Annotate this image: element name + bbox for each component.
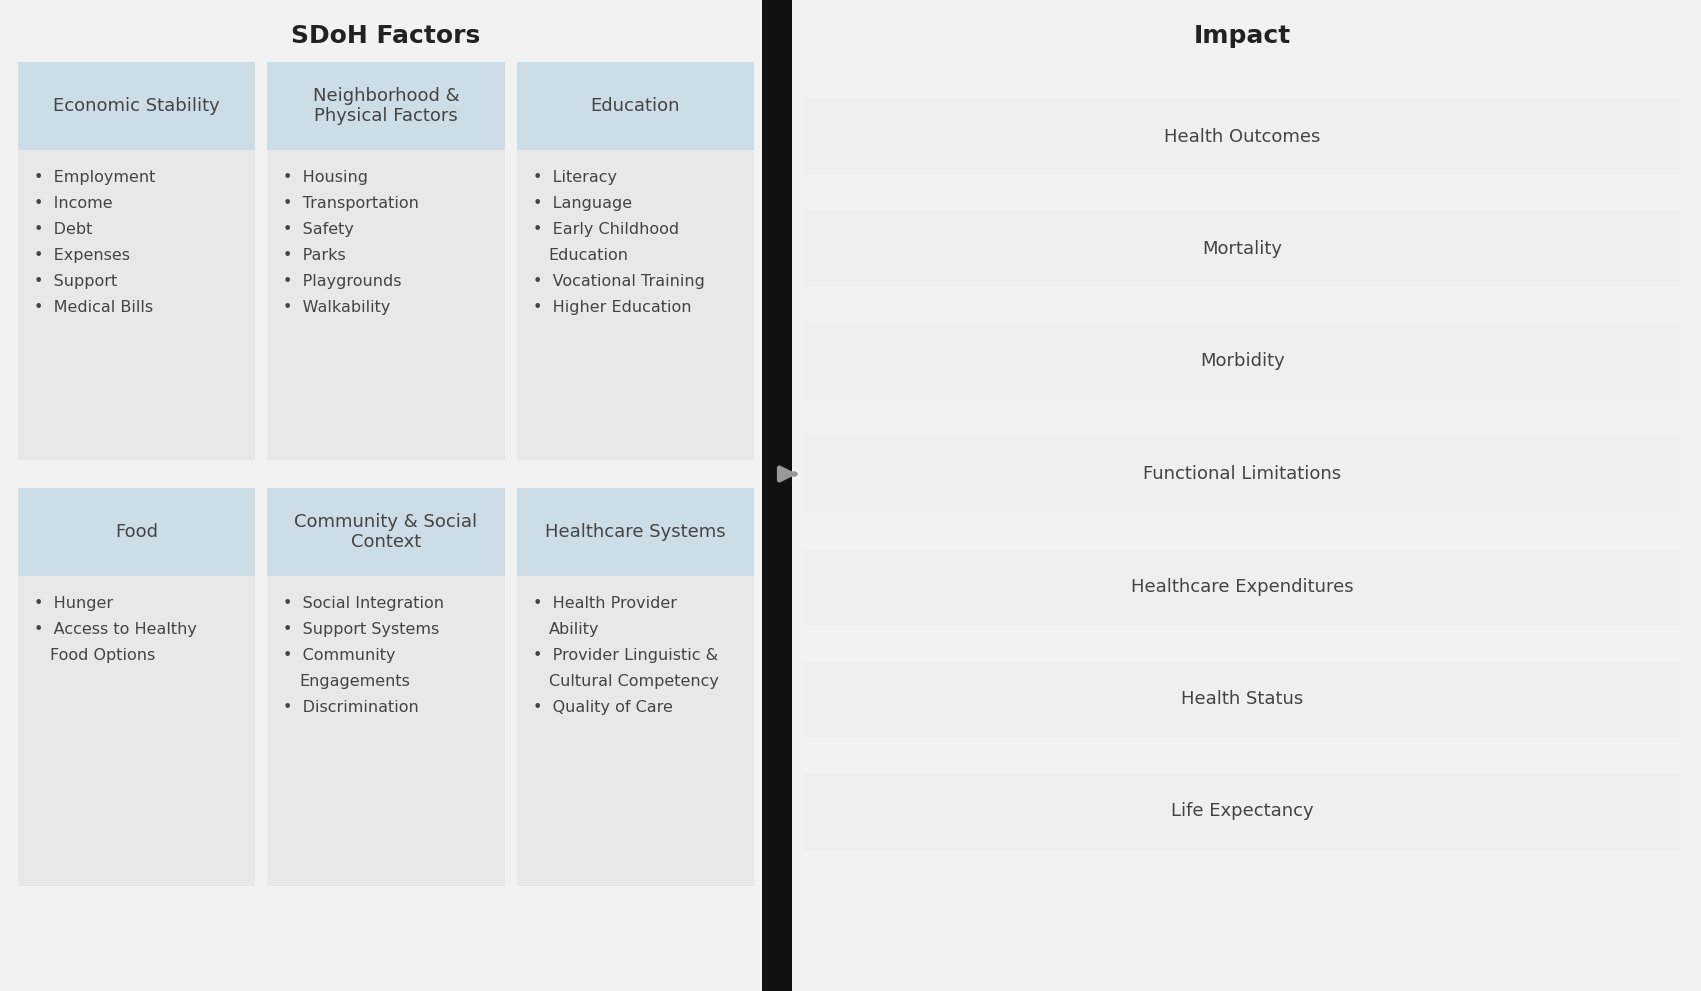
Text: Health Status: Health Status: [1182, 690, 1303, 708]
Bar: [805, 211, 1681, 287]
Text: •  Walkability: • Walkability: [284, 300, 391, 315]
Text: •  Transportation: • Transportation: [284, 196, 418, 211]
Text: Food Options: Food Options: [49, 648, 155, 663]
Text: •  Literacy: • Literacy: [532, 170, 617, 185]
Bar: [19, 62, 255, 150]
Text: •  Employment: • Employment: [34, 170, 155, 185]
Text: Healthcare Systems: Healthcare Systems: [544, 523, 726, 541]
Text: Neighborhood &
Physical Factors: Neighborhood & Physical Factors: [313, 86, 459, 126]
Text: •  Debt: • Debt: [34, 222, 92, 237]
Bar: [19, 150, 255, 460]
Text: •  Parks: • Parks: [284, 248, 345, 263]
Text: Education: Education: [549, 248, 629, 263]
Bar: [762, 0, 793, 991]
Bar: [517, 488, 754, 576]
Bar: [805, 98, 1681, 174]
Text: •  Vocational Training: • Vocational Training: [532, 274, 704, 289]
Text: •  Playgrounds: • Playgrounds: [284, 274, 401, 289]
Bar: [805, 323, 1681, 399]
Text: •  Support Systems: • Support Systems: [284, 622, 439, 637]
Text: Health Outcomes: Health Outcomes: [1163, 128, 1320, 146]
Text: Healthcare Expenditures: Healthcare Expenditures: [1131, 578, 1354, 596]
Bar: [267, 576, 505, 886]
Bar: [267, 488, 505, 576]
Text: •  Quality of Care: • Quality of Care: [532, 700, 672, 715]
Bar: [805, 436, 1681, 512]
Bar: [805, 661, 1681, 737]
Text: Food: Food: [116, 523, 158, 541]
Text: Cultural Competency: Cultural Competency: [549, 674, 718, 689]
Text: •  Health Provider: • Health Provider: [532, 596, 677, 611]
Text: SDoH Factors: SDoH Factors: [291, 24, 481, 48]
Text: •  Housing: • Housing: [284, 170, 369, 185]
Text: Mortality: Mortality: [1203, 240, 1283, 258]
Text: •  Income: • Income: [34, 196, 112, 211]
Text: Engagements: Engagements: [299, 674, 410, 689]
Text: •  Language: • Language: [532, 196, 631, 211]
Text: •  Higher Education: • Higher Education: [532, 300, 691, 315]
Bar: [19, 488, 255, 576]
Text: •  Support: • Support: [34, 274, 117, 289]
FancyArrowPatch shape: [779, 468, 794, 480]
Bar: [517, 576, 754, 886]
Text: Impact: Impact: [1194, 24, 1291, 48]
Bar: [517, 62, 754, 150]
Bar: [805, 548, 1681, 624]
Text: •  Social Integration: • Social Integration: [284, 596, 444, 611]
Bar: [267, 150, 505, 460]
Text: Education: Education: [590, 97, 680, 115]
Text: •  Hunger: • Hunger: [34, 596, 114, 611]
Bar: [517, 150, 754, 460]
Text: •  Provider Linguistic &: • Provider Linguistic &: [532, 648, 718, 663]
Text: •  Early Childhood: • Early Childhood: [532, 222, 679, 237]
Bar: [805, 774, 1681, 849]
Text: Functional Limitations: Functional Limitations: [1143, 465, 1342, 483]
Text: Morbidity: Morbidity: [1201, 353, 1284, 371]
Bar: [267, 62, 505, 150]
Text: Life Expectancy: Life Expectancy: [1172, 803, 1313, 821]
Text: •  Medical Bills: • Medical Bills: [34, 300, 153, 315]
Text: Ability: Ability: [549, 622, 599, 637]
Text: •  Discrimination: • Discrimination: [284, 700, 418, 715]
Text: Economic Stability: Economic Stability: [53, 97, 219, 115]
Bar: [19, 576, 255, 886]
Text: •  Safety: • Safety: [284, 222, 354, 237]
Text: •  Access to Healthy: • Access to Healthy: [34, 622, 197, 637]
Text: Community & Social
Context: Community & Social Context: [294, 512, 478, 551]
Text: •  Expenses: • Expenses: [34, 248, 129, 263]
Text: •  Community: • Community: [284, 648, 396, 663]
